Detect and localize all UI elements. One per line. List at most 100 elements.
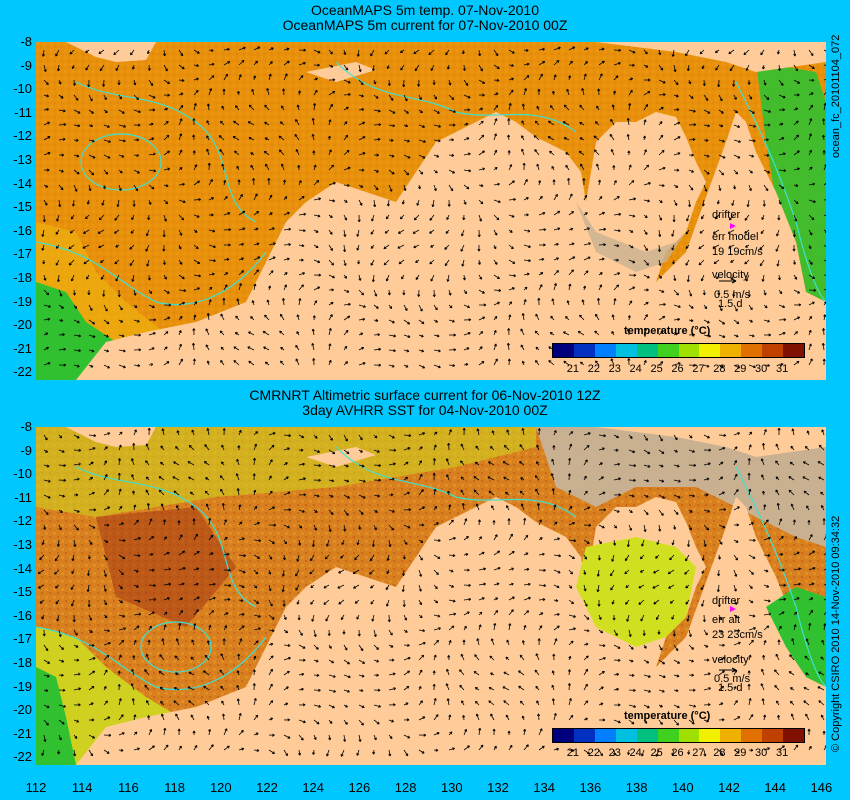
current-vector	[817, 461, 825, 466]
current-vector	[655, 614, 660, 620]
current-vector	[190, 714, 195, 721]
current-vector	[823, 214, 826, 217]
current-vector	[193, 623, 197, 631]
current-vector	[433, 698, 437, 706]
current-vector	[295, 119, 300, 126]
current-vector	[702, 614, 706, 623]
current-vector	[733, 94, 737, 100]
current-vector	[478, 93, 485, 97]
current-vector	[685, 229, 690, 235]
current-vector	[460, 489, 465, 496]
current-vector	[595, 360, 600, 366]
current-vector	[235, 473, 240, 481]
current-vector	[703, 448, 712, 452]
current-vector	[88, 718, 95, 722]
current-vector	[640, 614, 645, 622]
current-vector	[520, 477, 525, 481]
current-vector	[358, 524, 362, 530]
current-vector	[193, 214, 200, 218]
current-vector	[487, 476, 495, 481]
current-vector	[253, 732, 259, 736]
bottom-lat-tick: -10	[13, 466, 32, 482]
current-vector	[147, 427, 151, 436]
current-vector	[204, 490, 210, 496]
bottom-warm-patch	[96, 507, 236, 627]
current-vector	[763, 289, 767, 296]
current-vector	[388, 154, 395, 158]
current-vector	[133, 304, 138, 309]
current-vector	[643, 229, 648, 235]
current-vector	[492, 520, 496, 526]
current-vector	[118, 505, 123, 511]
current-vector	[147, 64, 151, 71]
current-vector	[221, 163, 225, 171]
current-vector	[263, 346, 270, 351]
current-vector	[193, 596, 200, 601]
current-vector	[328, 659, 335, 664]
current-vector	[552, 90, 556, 96]
current-vector	[582, 178, 586, 186]
current-vector	[778, 625, 782, 631]
current-vector	[388, 462, 396, 466]
current-vector	[73, 349, 81, 353]
current-vector	[43, 524, 47, 530]
current-vector	[433, 184, 437, 192]
current-vector	[808, 597, 814, 601]
current-vector	[118, 654, 122, 661]
top-lat-tick: -19	[13, 293, 32, 309]
current-vector	[268, 717, 274, 721]
current-vector	[178, 358, 183, 366]
current-vector	[373, 137, 381, 141]
current-vector	[207, 162, 211, 171]
current-vector	[102, 79, 106, 87]
current-vector	[268, 629, 275, 633]
current-vector	[553, 504, 557, 511]
current-vector	[748, 522, 755, 526]
current-vector	[58, 719, 65, 725]
current-vector	[655, 554, 660, 559]
current-vector	[193, 244, 199, 250]
current-vector	[463, 568, 470, 572]
current-vector	[279, 313, 285, 321]
current-vector	[733, 319, 740, 325]
current-vector	[598, 227, 607, 231]
current-vector	[672, 214, 676, 223]
current-vector	[448, 169, 455, 174]
current-vector	[313, 259, 321, 264]
current-vector	[148, 108, 156, 112]
current-vector	[702, 289, 706, 296]
current-vector	[718, 629, 723, 633]
current-vector	[598, 272, 603, 276]
current-vector	[187, 686, 195, 691]
current-vector	[775, 460, 780, 466]
current-vector	[103, 124, 110, 128]
current-vector	[760, 229, 765, 235]
current-vector	[553, 46, 561, 51]
colorbar-segment	[762, 729, 784, 742]
current-vector	[508, 180, 515, 186]
current-vector	[298, 195, 305, 201]
current-vector	[343, 183, 350, 187]
current-vector	[144, 669, 150, 676]
current-vector	[280, 360, 285, 366]
current-vector	[820, 714, 825, 721]
current-vector	[373, 333, 381, 337]
current-vector	[253, 521, 260, 526]
current-vector	[460, 244, 465, 252]
current-vector	[718, 184, 722, 191]
current-vector	[358, 704, 365, 709]
current-vector	[598, 434, 607, 438]
current-vector	[358, 184, 364, 188]
current-vector	[613, 687, 619, 691]
current-vector	[238, 227, 246, 231]
current-vector	[313, 659, 319, 663]
current-vector	[776, 700, 780, 706]
current-vector	[493, 199, 501, 204]
bottom-map	[36, 427, 826, 765]
current-vector	[221, 713, 226, 721]
current-vector	[117, 670, 121, 676]
current-vector	[658, 479, 665, 483]
current-vector	[236, 670, 240, 676]
current-vector	[672, 259, 676, 265]
current-vector	[163, 536, 167, 541]
